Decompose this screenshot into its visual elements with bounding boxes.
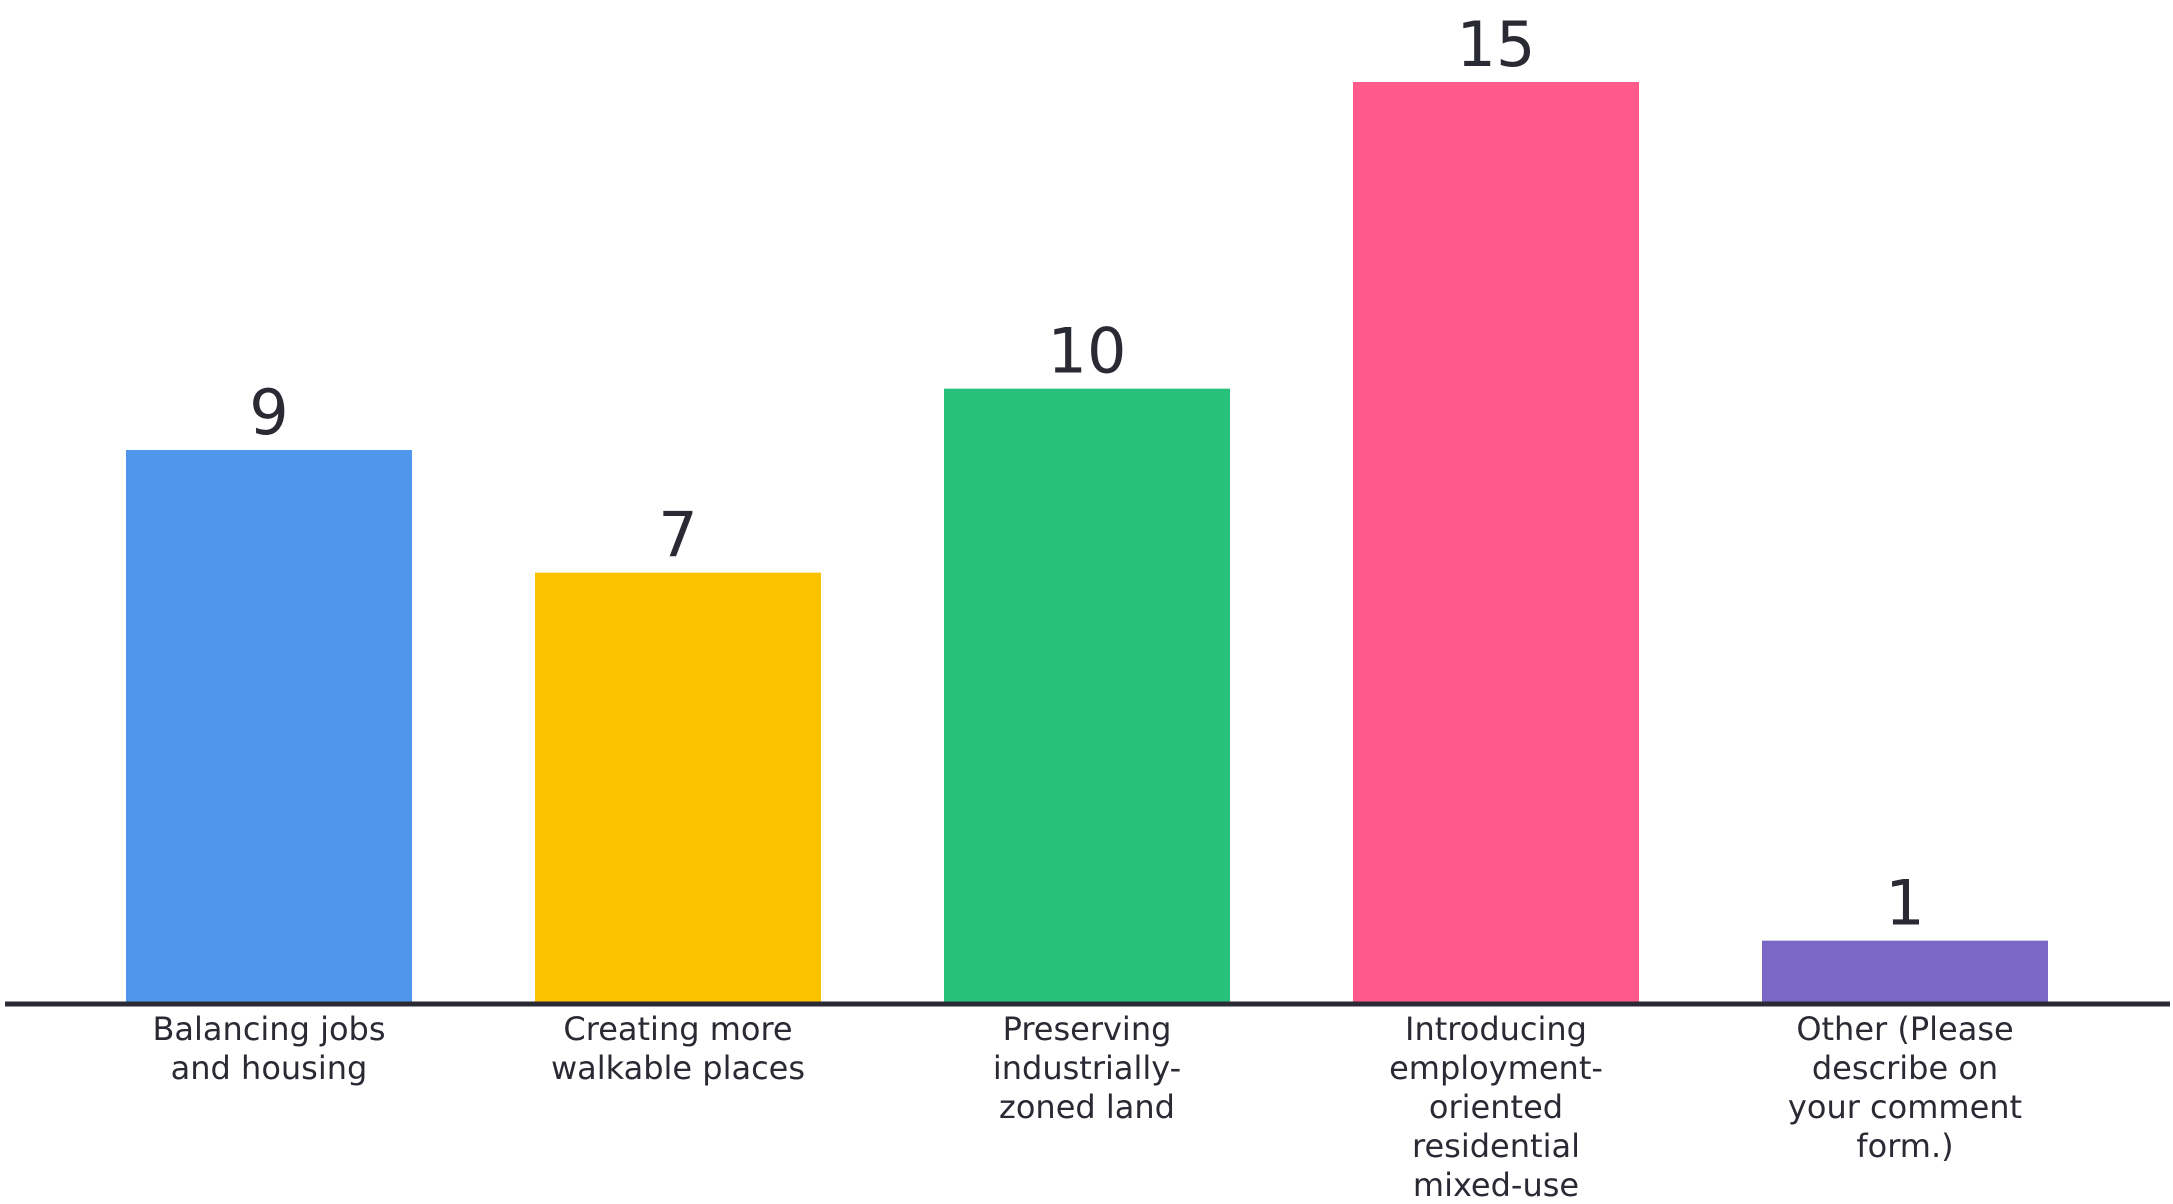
category-label-4: Introducing employment-oriented residentia… <box>1389 1010 1603 1204</box>
bar-5 <box>1762 940 2048 1002</box>
value-label-1: 9 <box>249 376 288 449</box>
category-label-line: form.) <box>1856 1127 1953 1165</box>
category-label-line: Balancing jobs <box>152 1010 385 1048</box>
category-labels-layer: Balancing jobs and housing Creating more wa… <box>152 1010 2022 1204</box>
bars-layer <box>126 82 2048 1003</box>
value-label-5: 1 <box>1885 867 1924 940</box>
category-label-3: Preserving industrially-zoned land <box>993 1010 1181 1126</box>
bar-4 <box>1353 82 1639 1002</box>
category-label-line: oriented <box>1429 1088 1563 1126</box>
bar-1 <box>126 450 412 1002</box>
value-label-4: 15 <box>1457 8 1536 81</box>
category-label-line: Other (Please <box>1796 1010 2013 1048</box>
category-label-line: mixed-use <box>1413 1166 1579 1204</box>
bar-3 <box>944 388 1230 1003</box>
category-label-5: Other (Please describe on your comment form… <box>1788 1010 2022 1165</box>
category-label-line: zoned land <box>999 1088 1175 1126</box>
value-labels-layer: 9 7 10 15 1 <box>249 8 1924 940</box>
value-label-3: 10 <box>1048 315 1127 388</box>
category-label-line: industrially- <box>993 1049 1181 1087</box>
category-label-line: Preserving <box>1003 1010 1172 1048</box>
category-label-line: and housing <box>171 1049 368 1087</box>
value-label-2: 7 <box>658 499 697 572</box>
category-label-line: employment- <box>1389 1049 1603 1087</box>
category-label-line: Introducing <box>1405 1010 1587 1048</box>
category-label-line: Creating more <box>563 1010 792 1048</box>
category-label-line: residential <box>1412 1127 1580 1165</box>
bar-2 <box>535 572 821 1002</box>
category-label-1: Balancing jobs and housing <box>152 1010 385 1087</box>
category-label-2: Creating more walkable places <box>551 1010 805 1087</box>
category-label-line: your comment <box>1788 1088 2022 1126</box>
category-label-line: walkable places <box>551 1049 805 1087</box>
category-label-line: describe on <box>1812 1049 1998 1087</box>
